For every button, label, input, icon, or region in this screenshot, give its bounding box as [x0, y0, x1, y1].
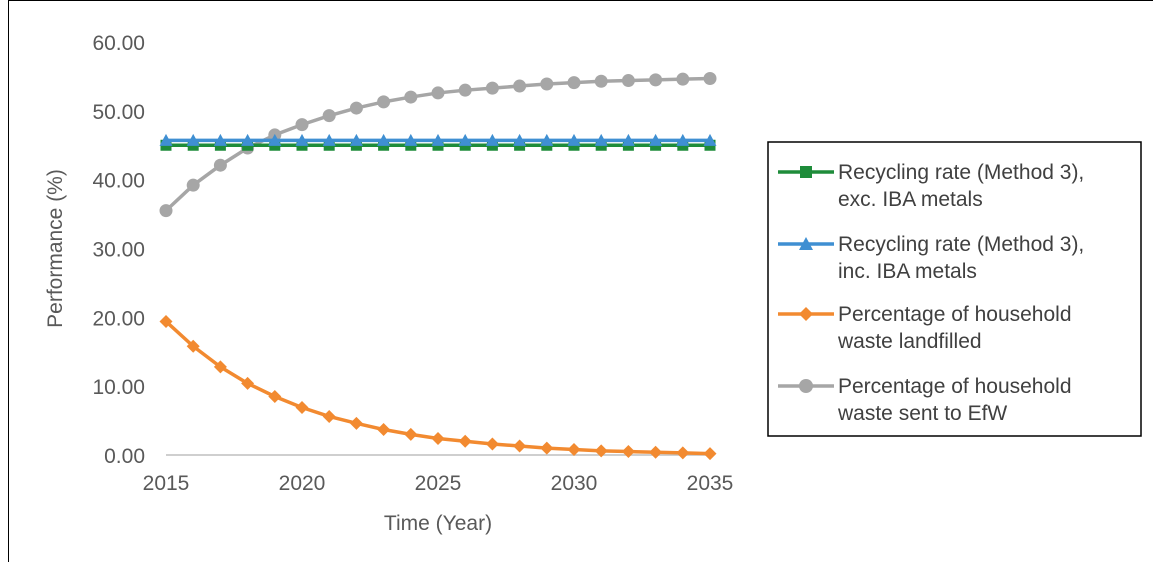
diamond-marker — [186, 339, 200, 353]
diamond-marker — [241, 376, 255, 390]
diamond-marker — [377, 423, 391, 437]
triangle-marker — [513, 133, 527, 146]
diamond-marker — [349, 416, 363, 430]
triangle-marker — [431, 133, 445, 146]
diamond-marker — [431, 431, 445, 445]
legend: Recycling rate (Method 3), exc. IBA metal… — [767, 141, 1142, 437]
circle-marker — [295, 118, 309, 132]
circle-marker — [213, 158, 227, 172]
diamond-marker — [799, 307, 813, 321]
y-tick-label: 50.00 — [92, 101, 145, 124]
diamond-marker — [295, 401, 309, 415]
triangle-marker — [485, 133, 499, 146]
x-tick-label: 2025 — [415, 472, 462, 495]
diamond-marker — [621, 445, 635, 459]
triangle-marker — [404, 133, 418, 146]
circle-marker — [676, 72, 690, 86]
y-tick-label: 20.00 — [92, 307, 145, 330]
diamond-marker — [404, 427, 418, 441]
legend-label: Recycling rate (Method 3), — [838, 233, 1084, 256]
triangle-marker — [159, 133, 173, 146]
triangle-marker — [268, 133, 282, 146]
y-tick-label: 0.00 — [104, 445, 145, 468]
legend-label: waste landfilled — [837, 330, 982, 353]
circle-marker — [458, 83, 472, 97]
y-axis-ticks: 0.00 10.00 20.00 30.00 40.00 50.00 60.00 — [92, 32, 145, 468]
legend-label: exc. IBA metals — [838, 188, 983, 211]
triangle-marker — [458, 133, 472, 146]
diamond-marker — [513, 439, 527, 453]
x-tick-label: 2030 — [551, 472, 598, 495]
circle-marker — [431, 86, 445, 100]
legend-item-2: Recycling rate (Method 3), inc. IBA metal… — [778, 233, 1084, 283]
triangle-marker — [349, 133, 363, 146]
circle-marker — [404, 90, 418, 104]
x-tick-label: 2020 — [279, 472, 326, 495]
circle-marker — [322, 109, 336, 123]
series-3 — [159, 314, 717, 461]
circle-marker — [349, 101, 363, 115]
diamond-marker — [485, 437, 499, 451]
legend-item-1: Recycling rate (Method 3), exc. IBA metal… — [778, 161, 1084, 211]
x-axis-ticks: 2015 2020 2025 2030 2035 — [143, 472, 734, 495]
triangle-marker — [703, 133, 717, 146]
y-tick-label: 40.00 — [92, 170, 145, 193]
circle-marker — [703, 71, 717, 85]
y-tick-label: 10.00 — [92, 376, 145, 399]
diamond-marker — [649, 445, 663, 459]
triangle-marker — [540, 133, 554, 146]
triangle-marker — [322, 133, 336, 146]
triangle-marker — [213, 133, 227, 146]
diamond-marker — [322, 409, 336, 423]
x-tick-label: 2035 — [687, 472, 734, 495]
diamond-marker — [703, 447, 717, 461]
square-marker — [800, 166, 812, 178]
circle-marker — [159, 204, 173, 218]
diamond-marker — [159, 314, 173, 328]
legend-label: waste sent to EfW — [837, 402, 1007, 425]
triangle-marker — [676, 133, 690, 146]
triangle-marker — [594, 133, 608, 146]
chart-frame — [8, 0, 1153, 562]
legend-label: inc. IBA metals — [838, 260, 977, 283]
series-layer — [159, 71, 717, 461]
x-axis-title: Time (Year) — [384, 512, 492, 535]
circle-marker — [799, 379, 813, 393]
circle-marker — [377, 95, 391, 109]
diamond-marker — [594, 444, 608, 458]
y-tick-label: 60.00 — [92, 32, 145, 55]
circle-marker — [567, 76, 581, 90]
y-axis-title: Performance (%) — [44, 169, 67, 328]
circle-marker — [485, 81, 499, 95]
circle-marker — [621, 74, 635, 88]
legend-item-3: Percentage of household waste landfilled — [778, 303, 1072, 353]
diamond-marker — [268, 389, 282, 403]
diamond-marker — [540, 441, 554, 455]
x-tick-label: 2015 — [143, 472, 190, 495]
circle-marker — [186, 178, 200, 192]
diamond-marker — [458, 434, 472, 448]
circle-marker — [540, 77, 554, 91]
legend-label: Percentage of household — [838, 303, 1072, 326]
legend-label: Recycling rate (Method 3), — [838, 161, 1084, 184]
triangle-marker — [621, 133, 635, 146]
circle-marker — [649, 73, 663, 87]
legend-item-4: Percentage of household waste sent to EfW — [778, 375, 1072, 425]
circle-marker — [513, 79, 527, 93]
diamond-marker — [213, 360, 227, 374]
series-2 — [159, 133, 717, 146]
triangle-marker — [649, 133, 663, 146]
legend-label: Percentage of household — [838, 375, 1072, 398]
diamond-marker — [567, 442, 581, 456]
triangle-marker — [799, 237, 813, 250]
y-tick-label: 30.00 — [92, 239, 145, 262]
triangle-marker — [567, 133, 581, 146]
triangle-marker — [377, 133, 391, 146]
triangle-marker — [241, 133, 255, 146]
circle-marker — [594, 74, 608, 88]
triangle-marker — [295, 133, 309, 146]
diamond-marker — [676, 446, 690, 460]
triangle-marker — [186, 133, 200, 146]
